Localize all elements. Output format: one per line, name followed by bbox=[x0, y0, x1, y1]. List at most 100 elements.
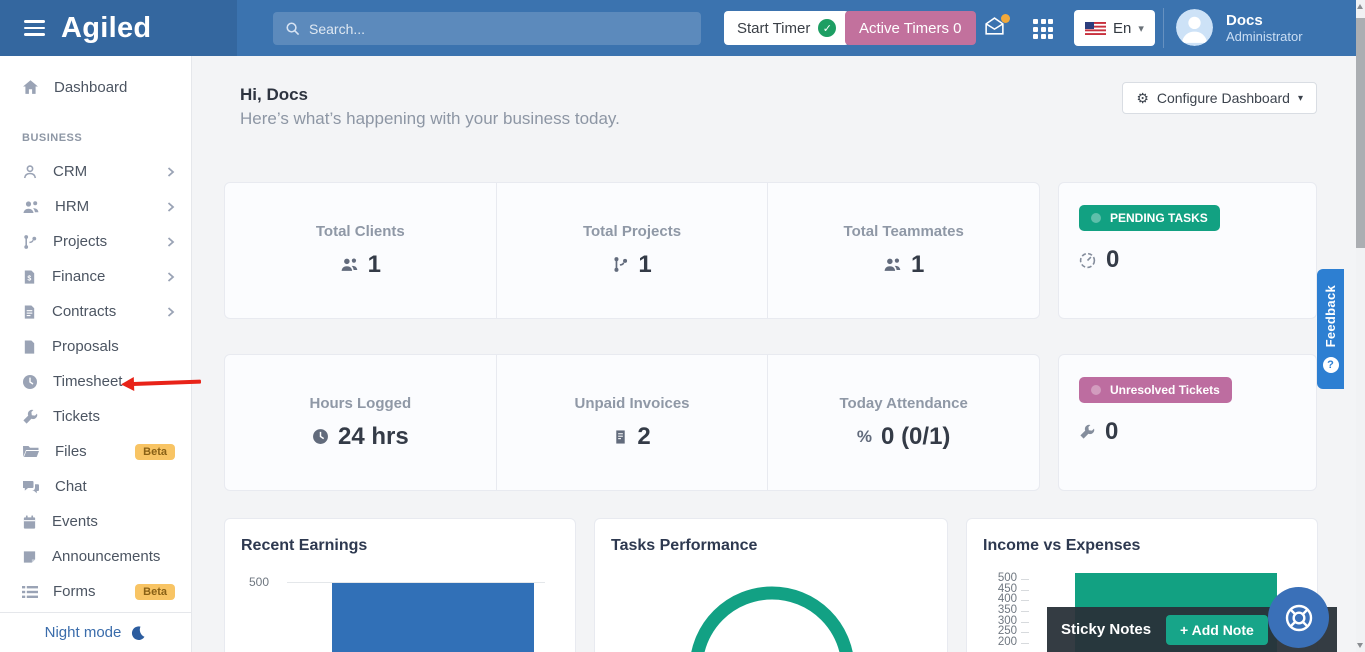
language-label: En bbox=[1113, 19, 1132, 37]
help-fab-button[interactable] bbox=[1268, 587, 1329, 648]
sidebar-item-label: Forms bbox=[53, 583, 96, 600]
unresolved-tickets-card: Unresolved Tickets 0 bbox=[1058, 354, 1317, 491]
git-branch-icon bbox=[614, 257, 628, 272]
stat-label: Total Teammates bbox=[843, 222, 964, 240]
page-title: Hi, Docs bbox=[240, 85, 309, 104]
feedback-label: Feedback bbox=[1323, 285, 1338, 348]
stat-label: Unpaid Invoices bbox=[574, 394, 690, 412]
y-axis-tick: 300 bbox=[997, 615, 1017, 627]
hamburger-menu-icon[interactable] bbox=[24, 20, 45, 36]
sidebar-item-forms[interactable]: Forms Beta bbox=[0, 574, 191, 609]
gridline bbox=[287, 582, 545, 583]
user-icon bbox=[22, 164, 38, 180]
badge-dot bbox=[1091, 385, 1101, 395]
sidebar-item-contracts[interactable]: Contracts bbox=[0, 294, 191, 329]
user-role: Administrator bbox=[1226, 28, 1303, 44]
tick-mark bbox=[1021, 600, 1029, 601]
add-note-button[interactable]: + Add Note bbox=[1166, 614, 1268, 645]
user-name: Docs bbox=[1226, 11, 1263, 29]
us-flag-icon bbox=[1085, 21, 1106, 35]
scroll-up-arrow[interactable] bbox=[1357, 4, 1363, 9]
sidebar-item-crm[interactable]: CRM bbox=[0, 154, 191, 189]
sidebar-item-proposals[interactable]: Proposals bbox=[0, 329, 191, 364]
sidebar-item-label: Contracts bbox=[52, 303, 117, 320]
sidebar-item-label: CRM bbox=[53, 163, 88, 180]
night-mode-toggle[interactable]: Night mode bbox=[0, 612, 191, 652]
users-icon bbox=[22, 199, 40, 215]
stat-value: 1 bbox=[638, 250, 652, 278]
sidebar-item-tickets[interactable]: Tickets bbox=[0, 399, 191, 434]
chart-title: Income vs Expenses bbox=[983, 537, 1141, 554]
configure-dashboard-button[interactable]: ⚙ Configure Dashboard ▾ bbox=[1122, 82, 1317, 114]
home-icon bbox=[22, 79, 39, 96]
sidebar-item-announcements[interactable]: Announcements bbox=[0, 539, 191, 574]
calendar-icon bbox=[22, 514, 37, 530]
stats-row-2: Hours Logged 24 hrs Unpaid Invoices 2 To… bbox=[224, 354, 1317, 491]
global-search[interactable] bbox=[273, 12, 701, 45]
stat-label: Today Attendance bbox=[839, 394, 968, 412]
active-timers-label: Active Timers 0 bbox=[859, 19, 962, 37]
folder-icon bbox=[22, 444, 40, 459]
sticky-notes-title: Sticky Notes bbox=[1061, 621, 1152, 638]
y-axis-tick: 350 bbox=[997, 604, 1017, 616]
sidebar-item-hrm[interactable]: HRM bbox=[0, 189, 191, 224]
question-icon: ? bbox=[1322, 356, 1339, 373]
tick-mark bbox=[1021, 643, 1029, 644]
configure-dashboard-label: Configure Dashboard bbox=[1156, 90, 1290, 106]
night-mode-label: Night mode bbox=[44, 624, 122, 641]
sidebar-item-label: Announcements bbox=[52, 548, 161, 565]
sidebar-item-label: HRM bbox=[55, 198, 90, 215]
svg-text:$: $ bbox=[27, 275, 31, 282]
check-circle-icon: ✓ bbox=[818, 19, 837, 37]
sidebar-item-label: Projects bbox=[53, 233, 108, 250]
start-timer-label: Start Timer bbox=[737, 19, 811, 37]
start-timer-button[interactable]: Start Timer ✓ bbox=[724, 11, 850, 45]
active-timers-button[interactable]: Active Timers 0 bbox=[845, 11, 976, 45]
sidebar-item-chat[interactable]: Chat bbox=[0, 469, 191, 504]
search-icon bbox=[285, 21, 300, 36]
language-selector[interactable]: En ▾ bbox=[1074, 10, 1155, 46]
chevron-down-icon: ▾ bbox=[1297, 92, 1303, 104]
beta-badge: Beta bbox=[135, 443, 175, 460]
stat-unpaid-invoices: Unpaid Invoices 2 bbox=[497, 355, 769, 490]
stat-label: Total Projects bbox=[582, 222, 682, 240]
stat-value: 2 bbox=[637, 422, 651, 450]
donut-ring bbox=[691, 586, 853, 652]
summary-card: Hours Logged 24 hrs Unpaid Invoices 2 To… bbox=[224, 354, 1040, 491]
stat-hours-logged: Hours Logged 24 hrs bbox=[225, 355, 497, 490]
sidebar-item-label: Dashboard bbox=[54, 78, 128, 96]
vertical-scrollbar[interactable] bbox=[1356, 0, 1365, 652]
users-icon bbox=[884, 258, 901, 271]
search-input[interactable] bbox=[309, 20, 689, 37]
sidebar-item-timesheet[interactable]: Timesheet bbox=[0, 364, 191, 399]
mail-icon[interactable] bbox=[983, 14, 1010, 40]
main-content: Hi, Docs Here’s what’s happening with yo… bbox=[192, 56, 1365, 652]
sidebar-item-events[interactable]: Events bbox=[0, 504, 191, 539]
beta-badge: Beta bbox=[135, 583, 175, 600]
sidebar-item-label: Events bbox=[52, 513, 98, 530]
scroll-down-arrow[interactable] bbox=[1357, 643, 1363, 648]
recent-earnings-card: Recent Earnings 500 bbox=[224, 518, 576, 652]
stat-value: 24 hrs bbox=[337, 422, 409, 450]
sidebar-item-label: Proposals bbox=[52, 338, 119, 355]
sidebar-item-finance[interactable]: $ Finance bbox=[0, 259, 191, 294]
tick-mark bbox=[1021, 579, 1029, 580]
file-contract-icon bbox=[22, 304, 37, 320]
tick-mark bbox=[1021, 590, 1029, 591]
wrench-icon bbox=[22, 409, 38, 425]
sidebar-item-label: Files bbox=[55, 443, 87, 460]
sidebar-item-files[interactable]: Files Beta bbox=[0, 434, 191, 469]
stat-total-clients: Total Clients 1 bbox=[225, 183, 497, 318]
apps-grid-icon[interactable] bbox=[1033, 19, 1053, 39]
scrollbar-thumb[interactable] bbox=[1356, 18, 1365, 248]
chevron-right-icon bbox=[167, 236, 175, 247]
sidebar-item-dashboard[interactable]: Dashboard bbox=[0, 68, 191, 106]
user-menu[interactable]: Docs Administrator bbox=[1176, 9, 1303, 46]
chevron-right-icon bbox=[167, 271, 175, 282]
sidebar-item-projects[interactable]: Projects bbox=[0, 224, 191, 259]
stat-value: 1 bbox=[911, 250, 925, 278]
file-icon bbox=[22, 339, 37, 355]
notification-dot bbox=[1001, 14, 1010, 23]
sidebar-item-label: Finance bbox=[52, 268, 106, 285]
feedback-tab[interactable]: Feedback ? bbox=[1317, 269, 1344, 389]
